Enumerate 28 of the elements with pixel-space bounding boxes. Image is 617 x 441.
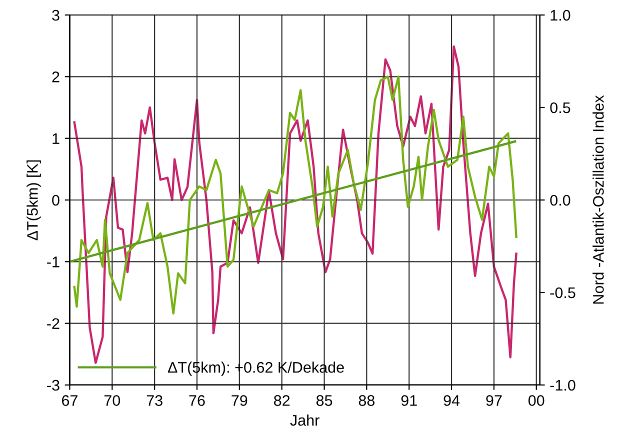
x-tick-label: 91 xyxy=(401,395,417,406)
y2-tick-label: -1.0 xyxy=(550,380,576,391)
x-tick-label: 79 xyxy=(232,395,248,406)
y2-tick-label: -0.5 xyxy=(550,287,576,298)
x-tick-label: 67 xyxy=(62,395,78,406)
y-tick-label: 2 xyxy=(52,72,60,82)
y-axis-title: ΔT(5km) [K] xyxy=(26,160,41,240)
y-tick-label: 3 xyxy=(52,10,60,21)
y2-axis-title: Nord -Atlantik-Oszillation Index xyxy=(592,95,604,304)
x-tick-label: 88 xyxy=(358,395,374,406)
y2-tick-label: 0.0 xyxy=(550,194,570,206)
y2-tick-label: 0.5 xyxy=(550,102,570,114)
y-tick-label: -1 xyxy=(47,256,60,268)
y-tick-label: -3 xyxy=(47,380,60,391)
x-tick-label: 82 xyxy=(274,395,290,406)
x-tick-label: 70 xyxy=(104,395,120,406)
x-tick-label: 97 xyxy=(486,395,502,406)
y-tick-label: 0 xyxy=(52,194,60,206)
x-axis-title: Jahr xyxy=(290,414,320,426)
x-tick-label: 94 xyxy=(444,395,460,406)
y2-tick-label: 1.0 xyxy=(550,10,570,21)
x-tick-label: 85 xyxy=(316,395,332,406)
x-tick-label: 00 xyxy=(528,395,544,406)
y-tick-label: -2 xyxy=(47,318,60,329)
x-tick-label: 76 xyxy=(189,395,205,406)
x-tick-label: 73 xyxy=(146,395,162,406)
y-tick-label: 1 xyxy=(52,133,60,144)
line-series xyxy=(73,76,518,315)
